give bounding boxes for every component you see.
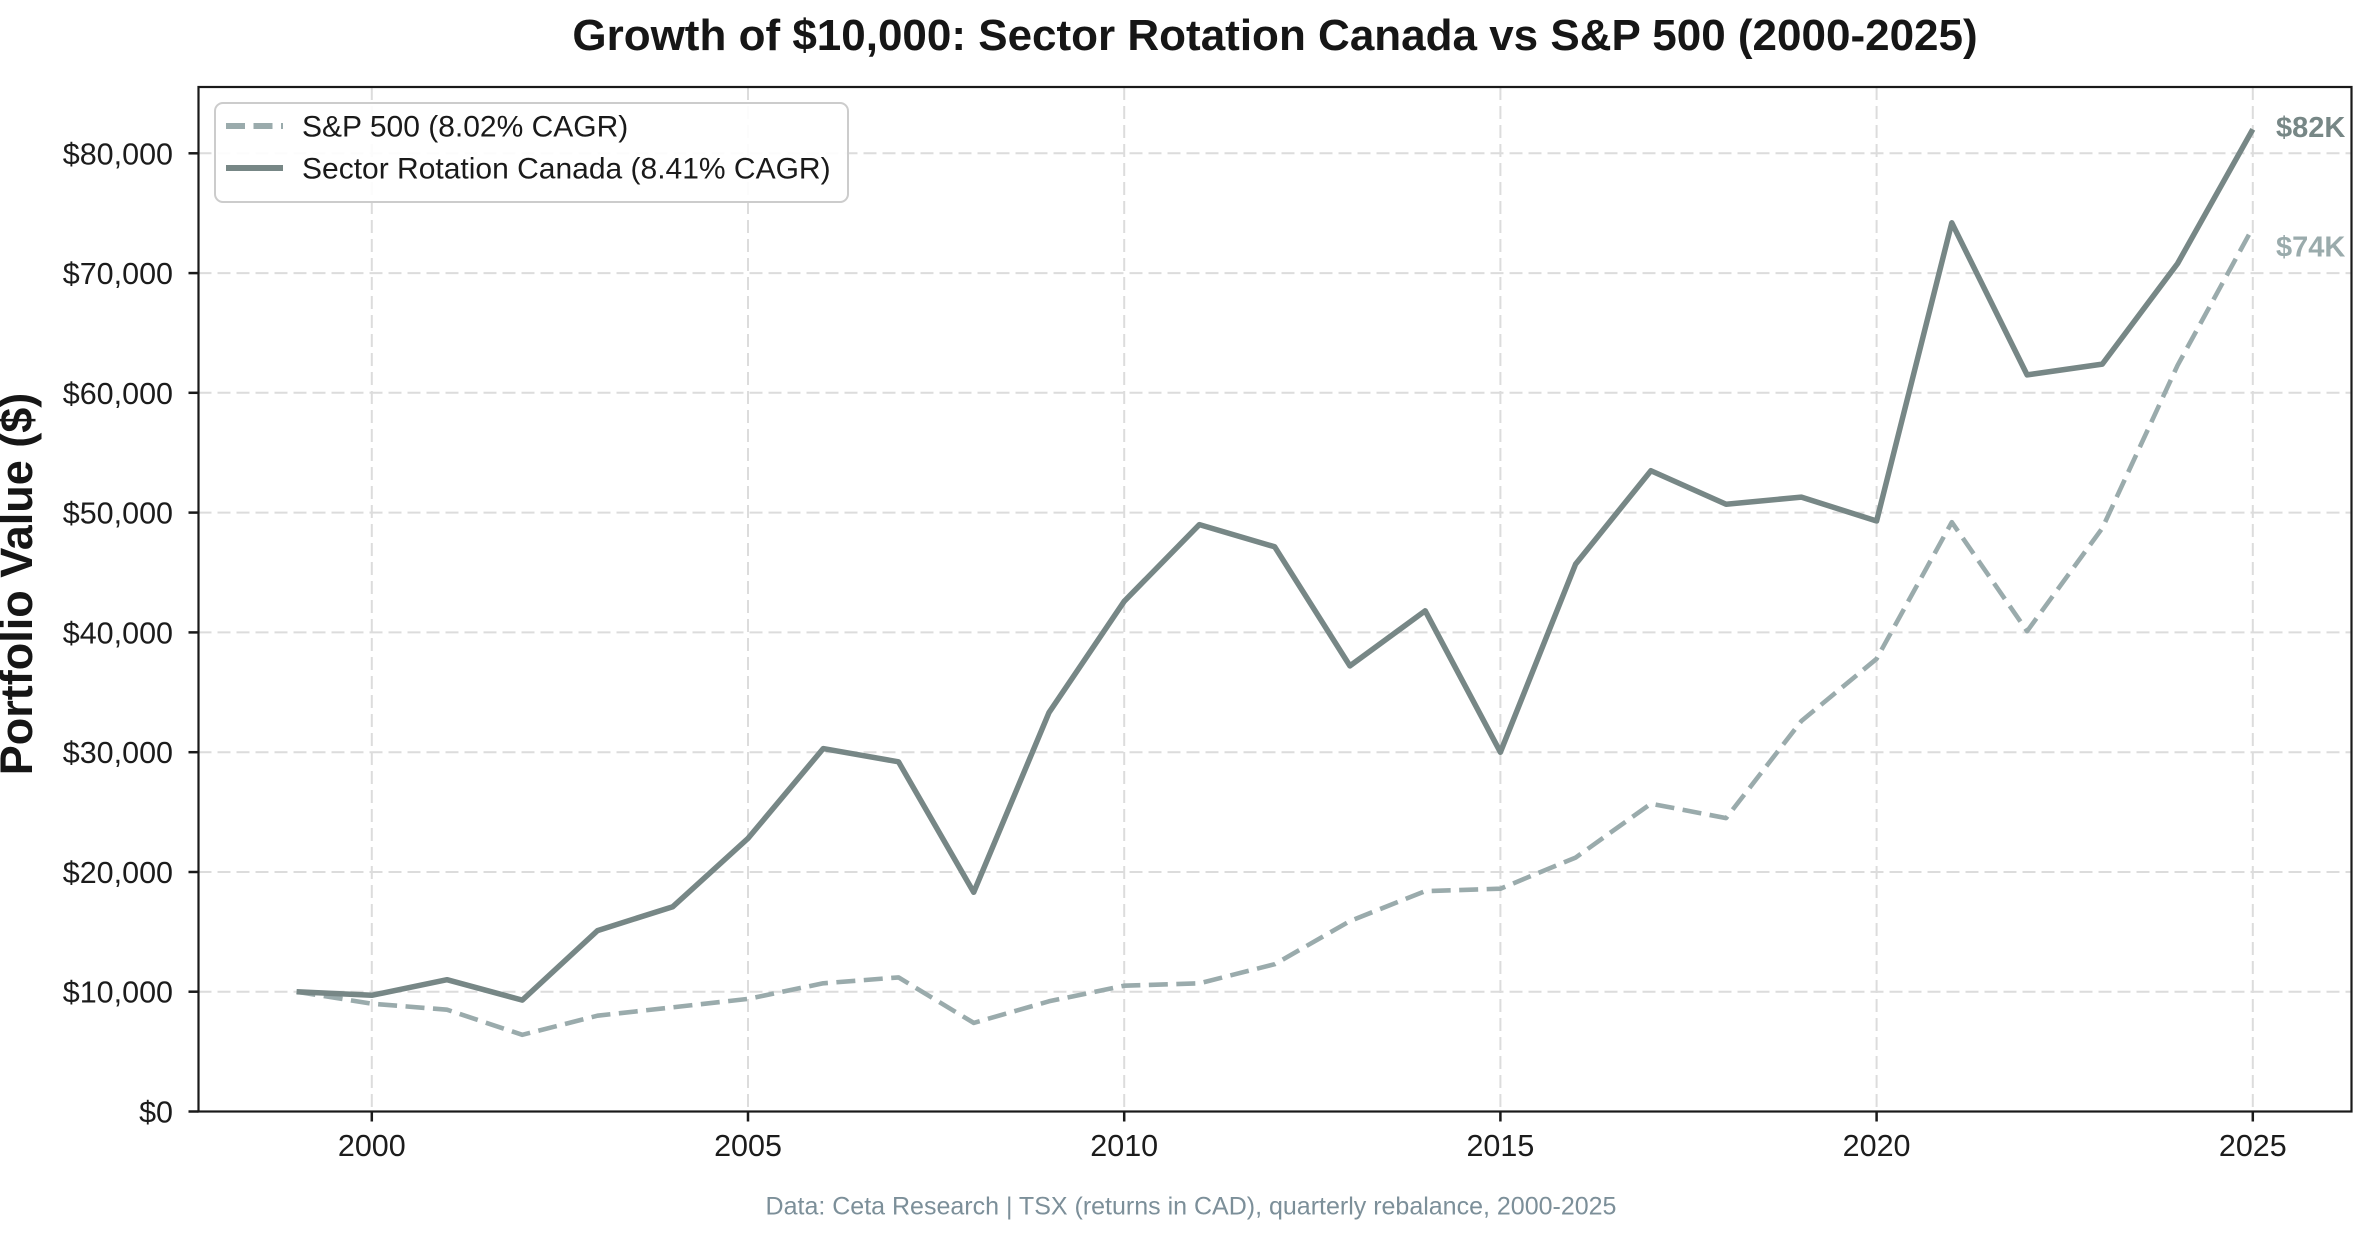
- svg-text:2005: 2005: [714, 1129, 782, 1163]
- svg-text:2020: 2020: [1843, 1129, 1911, 1163]
- svg-text:2015: 2015: [1466, 1129, 1534, 1163]
- svg-text:Growth of $10,000: Sector Rota: Growth of $10,000: Sector Rotation Canad…: [572, 11, 1977, 60]
- svg-text:2025: 2025: [2219, 1129, 2287, 1163]
- svg-text:2010: 2010: [1090, 1129, 1158, 1163]
- svg-text:S&P 500 (8.02% CAGR): S&P 500 (8.02% CAGR): [302, 111, 628, 144]
- svg-text:$82K: $82K: [2276, 112, 2345, 144]
- svg-text:Portfolio Value ($): Portfolio Value ($): [0, 393, 42, 776]
- svg-text:$40,000: $40,000: [63, 616, 173, 650]
- svg-text:$70,000: $70,000: [63, 257, 173, 291]
- svg-text:$74K: $74K: [2276, 232, 2345, 264]
- svg-text:Sector Rotation Canada (8.41%: Sector Rotation Canada (8.41% CAGR): [302, 153, 831, 186]
- svg-text:$80,000: $80,000: [63, 137, 173, 171]
- svg-text:$60,000: $60,000: [63, 377, 173, 411]
- svg-text:$30,000: $30,000: [63, 736, 173, 770]
- svg-text:2000: 2000: [338, 1129, 406, 1163]
- svg-text:$50,000: $50,000: [63, 497, 173, 531]
- svg-text:$10,000: $10,000: [63, 976, 173, 1010]
- svg-text:Data: Ceta Research | TSX (ret: Data: Ceta Research | TSX (returns in CA…: [766, 1193, 1617, 1221]
- svg-text:$20,000: $20,000: [63, 856, 173, 890]
- svg-text:$0: $0: [139, 1096, 173, 1130]
